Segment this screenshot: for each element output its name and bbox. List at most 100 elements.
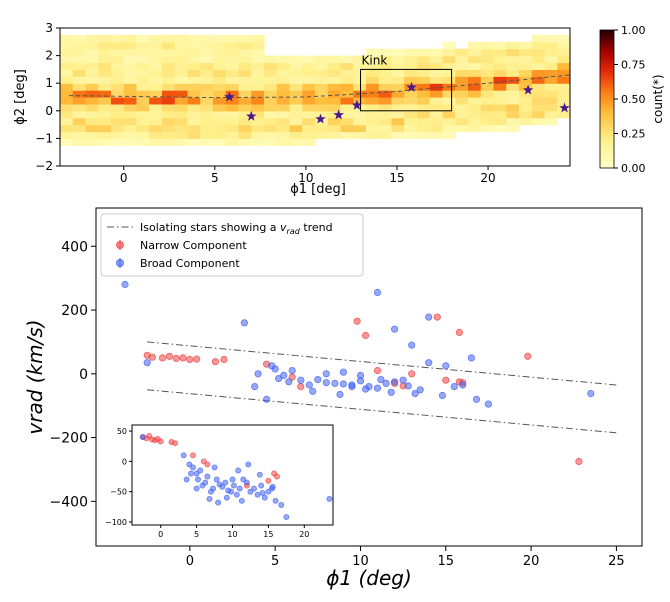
broad-point xyxy=(271,365,279,373)
velocity-x-tick-label: 5 xyxy=(271,554,279,569)
inset-broad-point xyxy=(223,494,230,501)
density-cell xyxy=(60,69,74,77)
inset-x-tick-label: 20 xyxy=(299,530,309,539)
density-cell xyxy=(136,83,150,91)
density-cell xyxy=(289,103,303,112)
density-cell xyxy=(378,55,393,64)
density-cell xyxy=(289,110,303,119)
density-cell xyxy=(238,97,252,105)
density-y-ticks: −2 −1 0 1 2 3 xyxy=(35,21,60,173)
density-cell xyxy=(429,83,444,91)
density-cell xyxy=(251,62,265,70)
velocity-y-tick-label: 200 xyxy=(61,303,88,319)
broad-point xyxy=(387,388,395,396)
density-cell xyxy=(149,110,163,119)
density-cell xyxy=(213,110,227,119)
density-cell xyxy=(123,55,138,64)
density-cell xyxy=(85,34,99,43)
density-cell xyxy=(200,131,214,139)
density-cell xyxy=(531,55,546,64)
density-cell xyxy=(276,62,291,70)
density-cell xyxy=(187,55,201,64)
density-cell xyxy=(213,34,227,43)
broad-point xyxy=(399,376,407,384)
legend-narrow-text: Narrow Component xyxy=(140,239,247,252)
narrow-point xyxy=(297,382,305,391)
density-cell xyxy=(225,90,240,98)
density-cell xyxy=(468,55,482,64)
density-cell xyxy=(557,110,570,119)
density-y-tick-label: 1 xyxy=(45,76,53,90)
density-cell xyxy=(353,55,367,64)
broad-point xyxy=(240,319,248,327)
density-cell xyxy=(85,48,99,57)
density-cell xyxy=(85,117,99,126)
density-cell xyxy=(289,124,303,133)
density-cell xyxy=(264,62,278,70)
density-cell xyxy=(404,48,418,57)
density-cell xyxy=(136,90,150,98)
density-cell xyxy=(378,48,393,57)
density-cell xyxy=(149,55,163,64)
kink-box xyxy=(360,68,453,112)
density-cell xyxy=(213,138,227,146)
density-cell xyxy=(404,62,418,70)
broad-point xyxy=(459,381,467,389)
inset-broad-point xyxy=(261,494,268,501)
stream-track-line xyxy=(69,74,570,99)
density-cell xyxy=(60,124,74,133)
density-cell xyxy=(327,55,342,64)
inset-broad-point xyxy=(272,497,279,504)
density-cell xyxy=(570,76,583,84)
density-cell xyxy=(238,83,252,91)
density-cell xyxy=(531,110,546,119)
density-cell xyxy=(493,110,507,119)
inset-narrow-point xyxy=(204,461,211,468)
velocity-x-tick-label: 10 xyxy=(352,554,369,569)
density-cell xyxy=(404,124,418,133)
density-cell xyxy=(327,90,342,98)
density-cell xyxy=(557,69,570,77)
density-cell xyxy=(149,131,163,139)
density-cell xyxy=(98,97,112,105)
inset-broad-point xyxy=(258,482,265,489)
density-cell xyxy=(442,62,456,70)
density-cell xyxy=(391,76,405,84)
density-y-tick-label: 0 xyxy=(45,104,53,118)
density-cell xyxy=(72,34,87,43)
density-cell xyxy=(213,117,227,126)
density-cell xyxy=(493,97,507,105)
density-cell xyxy=(468,48,482,57)
density-cell xyxy=(136,117,150,126)
broad-point xyxy=(361,385,370,393)
density-cell xyxy=(340,103,354,112)
density-cell xyxy=(187,41,201,50)
density-cell xyxy=(493,103,507,112)
density-cell xyxy=(493,41,507,50)
legend-broad-text: Broad Component xyxy=(140,257,240,270)
broad-point xyxy=(408,341,416,349)
density-cell xyxy=(302,69,316,77)
broad-point xyxy=(309,387,317,395)
density-cell xyxy=(391,62,405,70)
member-star xyxy=(522,84,534,95)
density-cell xyxy=(506,41,520,50)
density-cell xyxy=(251,90,265,98)
density-cell xyxy=(442,110,456,119)
density-cell xyxy=(111,138,125,146)
density-cell xyxy=(557,41,570,50)
density-cell xyxy=(187,69,201,77)
narrow-point xyxy=(575,457,583,466)
density-cell xyxy=(480,117,495,126)
density-cell xyxy=(276,97,291,105)
density-cell xyxy=(557,48,570,57)
colorbar-tick-label: 0.50 xyxy=(621,93,646,106)
density-panel: Kink 0 5 10 15 20 −2 −1 0 1 2 3 ϕ1 [deg] ϕ2 [deg] xyxy=(13,21,583,197)
density-cell xyxy=(251,117,265,126)
inset-broad-point xyxy=(211,464,218,471)
density-cell xyxy=(391,69,405,77)
inset-broad-point xyxy=(202,479,209,486)
inset-broad-point xyxy=(204,473,211,480)
density-cell xyxy=(85,62,99,70)
